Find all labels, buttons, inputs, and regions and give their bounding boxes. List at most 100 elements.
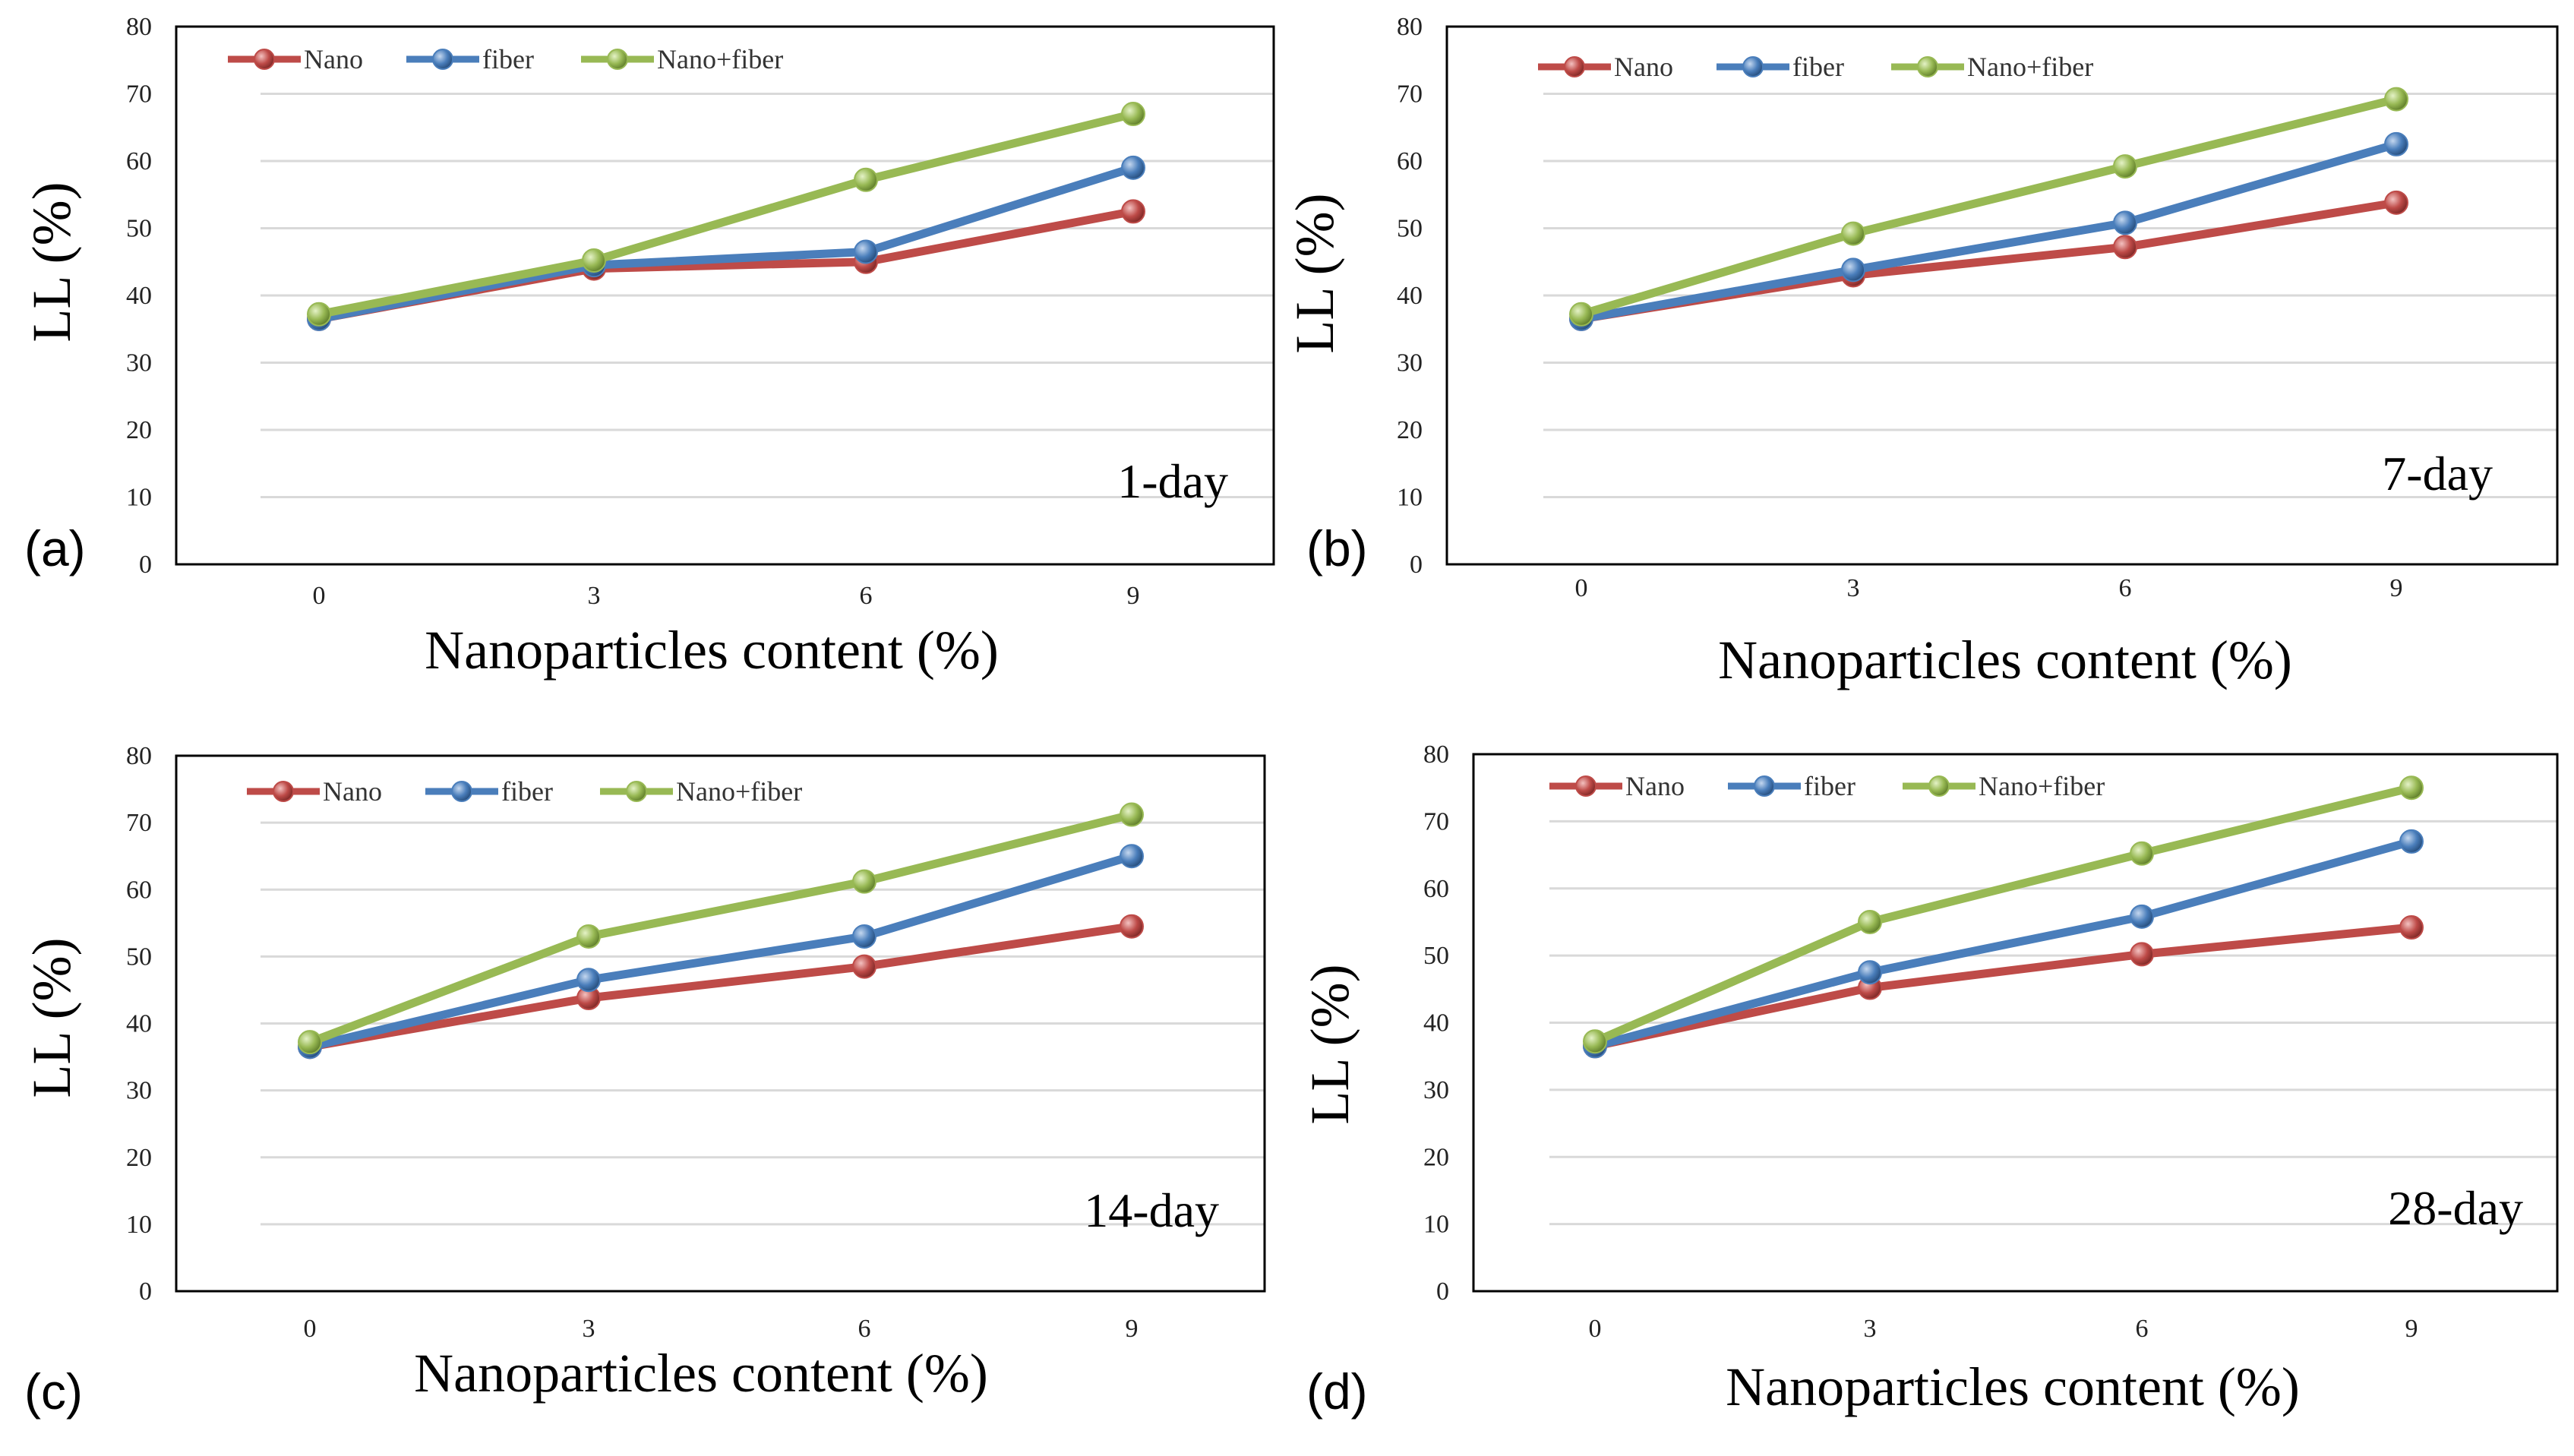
data-point-nano-plus-fiber [2130, 841, 2154, 866]
x-axis-title: Nanoparticles content (%) [414, 1343, 988, 1404]
legend-swatch-marker [273, 781, 294, 802]
x-tick-label: 9 [1127, 582, 1140, 610]
panel-annotation: 28-day [2388, 1181, 2523, 1235]
x-tick-label: 0 [304, 1315, 317, 1343]
y-tick-label: 60 [1397, 147, 1423, 175]
chart-panel-3: 0 10 20 30 40 50 60 70 80 0 3 6 9 Nano fiber Nano+fiber… [1300, 741, 2559, 1420]
y-tick-label: 50 [1397, 215, 1423, 243]
legend-swatch-marker [254, 49, 275, 70]
x-tick-label: 3 [1864, 1315, 1877, 1343]
legend-label: Nano [1625, 771, 1685, 801]
legend-swatch-marker [626, 781, 647, 802]
legend-label: fiber [482, 44, 534, 74]
x-tick-label: 3 [588, 582, 601, 610]
series-line-nano [305, 922, 1136, 1051]
y-tick-label: 60 [1423, 875, 1449, 903]
data-point-fiber [854, 239, 878, 264]
y-tick-label: 70 [126, 809, 152, 837]
x-axis-title: Nanoparticles content (%) [425, 620, 999, 681]
plot-frame [175, 25, 1275, 566]
x-tick-label: 0 [313, 582, 326, 610]
y-axis-title: LL (%) [21, 937, 82, 1098]
x-tick-label: 0 [1589, 1315, 1602, 1343]
y-tick-label: 80 [1423, 741, 1449, 769]
y-tick-label: 70 [1397, 81, 1423, 109]
data-point-nano-plus-fiber [1569, 302, 1593, 327]
legend-label: Nano+fiber [1967, 52, 2093, 82]
x-tick-label: 6 [860, 582, 873, 610]
legend-swatch-marker [1928, 775, 1950, 797]
data-point-fiber [1120, 844, 1144, 869]
y-tick-label: 50 [1423, 942, 1449, 970]
data-point-nano [2130, 942, 2154, 967]
y-tick-label: 80 [1397, 13, 1423, 41]
data-point-fiber [852, 924, 876, 949]
x-tick-label: 0 [1575, 574, 1588, 602]
y-tick-label: 10 [126, 484, 152, 512]
panel-label: (a) [24, 520, 86, 576]
y-tick-label: 30 [1397, 349, 1423, 377]
data-point-nano-plus-fiber [1583, 1029, 1607, 1054]
data-point-nano-plus-fiber [1858, 909, 1882, 934]
series-line-fiber [1590, 837, 2416, 1050]
series-line-nano-plus-fiber [1590, 783, 2416, 1046]
x-tick-label: 9 [1126, 1315, 1139, 1343]
chart-panel-1: 0 10 20 30 40 50 60 70 80 0 3 6 9 Nano fiber Nano+fiber… [1284, 13, 2559, 690]
y-tick-label: 0 [1436, 1278, 1449, 1306]
x-tick-label: 3 [583, 1315, 595, 1343]
legend-label: Nano [323, 776, 382, 807]
plot-frame [1472, 753, 2559, 1293]
data-point-nano [852, 954, 876, 979]
y-tick-label: 70 [1423, 807, 1449, 835]
x-tick-label: 3 [1847, 574, 1860, 602]
y-tick-label: 30 [126, 349, 152, 377]
y-tick-label: 60 [126, 147, 152, 175]
y-tick-label: 30 [1423, 1076, 1449, 1104]
series-line-nano-plus-fiber [305, 810, 1136, 1047]
data-point-nano-plus-fiber [1120, 802, 1144, 827]
panel-label: (d) [1306, 1363, 1368, 1420]
legend-swatch-marker [607, 49, 628, 70]
legend-swatch-marker [1742, 56, 1764, 77]
data-point-nano [2113, 235, 2137, 260]
y-tick-label: 20 [1397, 416, 1423, 444]
y-tick-label: 0 [1410, 551, 1423, 579]
panel-annotation: 1-day [1117, 454, 1228, 508]
legend-swatch-marker [432, 49, 453, 70]
y-tick-label: 50 [126, 943, 152, 971]
series-line-nano-plus-fiber [314, 109, 1138, 319]
data-point-fiber [576, 968, 601, 993]
y-axis-title: LL (%) [21, 182, 82, 342]
legend-swatch-marker [1564, 56, 1585, 77]
legend-label: fiber [1792, 52, 1844, 82]
y-tick-label: 0 [139, 1278, 152, 1306]
series-line-fiber [1577, 140, 2401, 324]
series-line-fiber [314, 163, 1138, 324]
legend-label: Nano+fiber [657, 44, 783, 74]
data-point-fiber [2384, 131, 2408, 156]
y-tick-label: 50 [126, 215, 152, 243]
data-point-nano-plus-fiber [2399, 775, 2424, 801]
data-point-nano-plus-fiber [854, 167, 878, 192]
y-axis-title: LL (%) [1300, 964, 1360, 1124]
data-point-nano-plus-fiber [1841, 221, 1865, 246]
legend-swatch-marker [451, 781, 472, 802]
y-tick-label: 0 [139, 551, 152, 579]
data-point-nano-plus-fiber [298, 1030, 322, 1055]
data-point-nano [2399, 915, 2424, 940]
x-tick-label: 9 [2405, 1315, 2418, 1343]
data-point-fiber [2113, 210, 2137, 235]
legend-label: Nano [1614, 52, 1673, 82]
series-line-nano [1577, 198, 2401, 324]
panel-label: (b) [1306, 520, 1368, 576]
y-tick-label: 40 [1397, 282, 1423, 310]
x-axis-title: Nanoparticles content (%) [1718, 630, 2292, 690]
data-point-nano-plus-fiber [2113, 154, 2137, 179]
x-tick-label: 9 [2390, 574, 2403, 602]
x-tick-label: 6 [2136, 1315, 2149, 1343]
legend-swatch-marker [1917, 56, 1938, 77]
x-axis-title: Nanoparticles content (%) [1726, 1357, 2300, 1417]
legend-label: Nano+fiber [676, 776, 802, 807]
data-point-fiber [2130, 904, 2154, 929]
